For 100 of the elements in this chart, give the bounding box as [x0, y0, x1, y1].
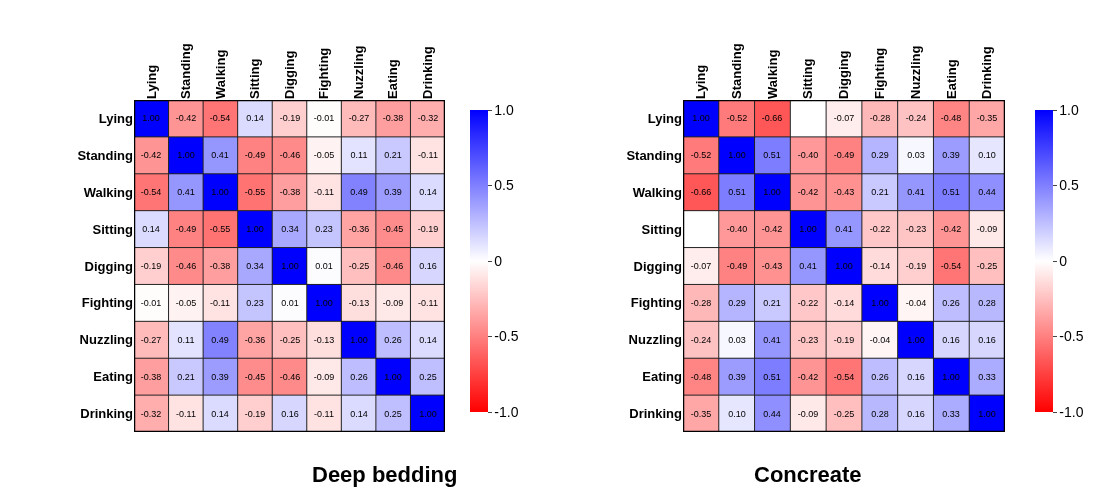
data-label: 0.10 — [728, 409, 746, 420]
data-label: -0.25 — [833, 409, 855, 420]
y-tick-label: Sitting — [92, 221, 134, 237]
data-label: -0.49 — [833, 150, 855, 161]
data-label: -0.09 — [313, 372, 335, 383]
x-tick-label: Standing — [178, 43, 194, 99]
text: Concreate — [754, 462, 862, 487]
data-label: -0.07 — [833, 113, 855, 124]
x-tick-label: Walking — [764, 49, 780, 99]
x-tick-label: Nuzzling — [350, 45, 366, 99]
data-label: -0.27 — [140, 335, 162, 346]
data-label: -0.19 — [279, 113, 301, 124]
data-label: -0.28 — [869, 113, 891, 124]
x-tick-label: Drinking — [979, 46, 995, 99]
data-label: -0.46 — [279, 372, 301, 383]
color-bar-label: 0.5 — [494, 177, 514, 194]
data-label: 0.51 — [942, 187, 960, 198]
data-label: -0.55 — [244, 187, 266, 198]
data-label: 1.00 — [177, 150, 195, 161]
data-label: 0.23 — [246, 298, 264, 309]
data-label: -0.11 — [418, 298, 438, 309]
data-label: -0.01 — [140, 298, 162, 309]
data-label: -0.11 — [314, 187, 334, 198]
data-label: 0.51 — [763, 372, 781, 383]
data-label: -0.01 — [313, 113, 335, 124]
y-tick-label: Nuzzling — [79, 332, 134, 348]
data-label: -0.45 — [382, 224, 404, 235]
y-tick-label: Drinking — [629, 406, 683, 422]
data-label: -0.04 — [905, 298, 927, 309]
y-tick-label: Standing — [77, 147, 134, 163]
data-label: -0.38 — [279, 187, 301, 198]
color-bar-label: -0.5 — [494, 328, 519, 345]
data-label: -0.49 — [726, 261, 748, 272]
data-label: 0.44 — [763, 409, 781, 420]
y-tick-label: Standing — [626, 147, 683, 163]
data-label: -0.05 — [313, 150, 335, 161]
data-label: 1.00 — [350, 335, 368, 346]
data-label: -0.19 — [140, 261, 162, 272]
data-label: -0.19 — [905, 261, 927, 272]
data-label: 0.49 — [350, 187, 368, 198]
data-label: -0.19 — [244, 409, 266, 420]
y-tick-label: Eating — [93, 369, 134, 385]
data-label: -0.11 — [418, 150, 438, 161]
data-label: -0.19 — [417, 224, 439, 235]
data-label: -0.07 — [690, 261, 712, 272]
data-label: 0.23 — [315, 224, 333, 235]
x-tick-label: Walking — [212, 49, 228, 99]
y-tick-label: Fighting — [630, 295, 683, 311]
data-label: 0.44 — [978, 187, 996, 198]
data-label: -0.42 — [140, 150, 162, 161]
data-label: 0.26 — [384, 335, 402, 346]
data-label: -0.54 — [209, 113, 231, 124]
data-label: 1.00 — [142, 113, 160, 124]
data-label: -0.36 — [348, 224, 370, 235]
data-label: 0.41 — [177, 187, 195, 198]
data-label: 0.21 — [384, 150, 402, 161]
x-tick-label: Fighting — [316, 47, 332, 99]
data-label: -0.25 — [976, 261, 998, 272]
data-label: 0.41 — [763, 335, 781, 346]
y-tick-label: Nuzzling — [628, 332, 683, 348]
data-label: 0.16 — [281, 409, 299, 420]
data-label: -0.38 — [209, 261, 231, 272]
data-label: -0.09 — [797, 409, 819, 420]
data-label: -0.66 — [761, 113, 783, 124]
color-bar-label: 1.0 — [494, 101, 514, 118]
x-tick-label: Sitting — [247, 58, 263, 99]
data-label: 0.14 — [350, 409, 368, 420]
data-label: -0.11 — [176, 409, 196, 420]
y-tick-label: Digging — [84, 258, 134, 274]
data-label: 1.00 — [211, 187, 229, 198]
data-label: -0.49 — [244, 150, 266, 161]
y-tick-label: Walking — [632, 184, 683, 200]
data-label: -0.52 — [726, 113, 748, 124]
data-label: -0.25 — [279, 335, 301, 346]
data-label: 0.16 — [942, 335, 960, 346]
data-label: -0.45 — [244, 372, 266, 383]
color-bar-label: 0.5 — [1059, 177, 1079, 194]
data-label: -0.38 — [382, 113, 404, 124]
data-label: -0.13 — [313, 335, 335, 346]
data-label: 0.26 — [871, 372, 889, 383]
x-tick-label: Lying — [143, 64, 159, 99]
data-label: 0.01 — [281, 298, 299, 309]
data-label: -0.09 — [976, 224, 998, 235]
data-label: 0.16 — [978, 335, 996, 346]
data-label: -0.13 — [348, 298, 370, 309]
data-label: -0.40 — [797, 150, 819, 161]
data-label: 0.41 — [799, 261, 817, 272]
data-label: -0.43 — [833, 187, 855, 198]
x-tick-label: Standing — [728, 43, 744, 99]
data-label: 0.33 — [942, 409, 960, 420]
data-label: 0.34 — [246, 261, 264, 272]
data-label: 1.00 — [835, 261, 853, 272]
y-tick-label: Lying — [98, 110, 134, 126]
data-label: 0.03 — [907, 150, 925, 161]
y-tick-label: Lying — [647, 110, 683, 126]
color-bar-label: 1.0 — [1059, 101, 1079, 118]
data-label: 0.26 — [350, 372, 368, 383]
data-label: -0.55 — [209, 224, 231, 235]
data-label: 0.26 — [942, 298, 960, 309]
y-tick-label: Sitting — [641, 221, 683, 237]
